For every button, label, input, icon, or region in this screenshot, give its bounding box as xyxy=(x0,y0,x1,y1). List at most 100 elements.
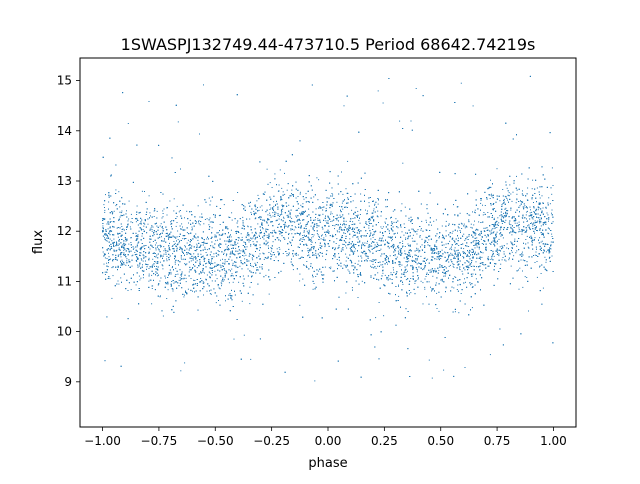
data-point xyxy=(331,195,333,197)
data-point xyxy=(171,281,173,282)
data-point xyxy=(472,211,473,213)
data-point xyxy=(283,217,285,219)
data-point xyxy=(535,251,537,253)
data-point xyxy=(510,227,512,229)
data-point xyxy=(399,251,401,253)
data-point xyxy=(160,256,161,258)
data-point xyxy=(406,259,408,260)
data-point xyxy=(345,241,347,243)
data-point xyxy=(109,278,111,280)
data-point xyxy=(552,221,554,223)
data-point xyxy=(339,206,341,207)
data-point xyxy=(162,226,163,228)
data-point xyxy=(211,227,213,229)
data-point xyxy=(531,241,533,243)
data-point xyxy=(421,263,422,265)
data-point xyxy=(119,206,121,208)
data-point xyxy=(161,236,162,238)
data-point xyxy=(137,238,139,240)
data-point xyxy=(470,226,472,228)
data-point xyxy=(248,235,250,237)
data-point xyxy=(534,262,536,263)
data-point xyxy=(121,226,123,227)
data-point xyxy=(256,267,258,268)
data-point xyxy=(171,267,173,269)
data-point xyxy=(471,307,473,309)
data-point xyxy=(522,190,523,192)
data-point xyxy=(460,222,462,224)
data-point xyxy=(365,252,367,254)
data-point xyxy=(149,228,151,230)
data-point xyxy=(322,255,324,257)
data-point xyxy=(451,253,453,255)
data-point xyxy=(470,284,472,286)
data-point xyxy=(284,227,285,229)
data-point xyxy=(450,247,452,249)
data-point xyxy=(275,256,277,258)
data-point xyxy=(461,228,463,229)
data-point xyxy=(280,210,282,212)
data-point xyxy=(161,240,163,242)
data-point xyxy=(464,239,466,241)
data-point xyxy=(215,240,217,242)
data-point xyxy=(533,202,534,203)
data-point xyxy=(203,242,204,244)
data-point xyxy=(206,262,208,264)
data-point xyxy=(259,253,261,255)
data-point xyxy=(348,213,350,215)
data-point xyxy=(427,242,429,243)
data-point xyxy=(536,261,538,262)
data-point xyxy=(254,212,256,214)
data-point xyxy=(172,288,174,290)
data-point xyxy=(514,231,516,233)
data-point xyxy=(136,260,138,262)
data-point xyxy=(499,215,501,217)
data-point xyxy=(120,262,122,263)
data-point xyxy=(166,255,168,257)
data-point xyxy=(424,286,426,288)
data-point xyxy=(189,219,191,221)
data-point xyxy=(299,273,301,275)
data-point xyxy=(218,287,220,289)
data-point xyxy=(399,265,401,267)
data-point xyxy=(281,211,283,213)
data-point xyxy=(264,220,266,222)
data-point xyxy=(148,195,150,197)
data-point xyxy=(159,225,161,227)
data-point xyxy=(411,237,413,239)
data-point xyxy=(536,255,538,256)
data-point xyxy=(107,228,109,230)
data-point xyxy=(172,290,174,292)
data-point xyxy=(498,238,500,240)
data-point xyxy=(126,260,128,262)
data-point xyxy=(149,279,151,281)
data-point xyxy=(283,216,284,218)
data-point xyxy=(477,266,479,267)
data-point xyxy=(120,214,122,216)
data-point xyxy=(140,258,142,260)
data-point xyxy=(287,217,289,218)
data-point xyxy=(174,242,176,244)
data-point xyxy=(408,219,410,221)
data-point xyxy=(465,281,466,283)
data-point xyxy=(392,261,394,263)
data-point xyxy=(391,240,393,242)
data-point xyxy=(180,370,182,372)
data-point xyxy=(551,193,553,195)
data-point xyxy=(253,210,255,212)
data-point xyxy=(506,210,507,212)
data-point xyxy=(102,251,104,253)
data-point xyxy=(135,284,137,286)
data-point xyxy=(531,242,533,244)
data-point xyxy=(192,290,193,292)
data-point xyxy=(515,202,517,204)
data-point xyxy=(229,256,231,258)
data-point xyxy=(162,213,164,214)
data-point xyxy=(328,231,330,233)
data-point xyxy=(428,281,430,283)
data-point xyxy=(519,205,521,207)
data-point xyxy=(237,242,239,244)
data-point xyxy=(451,249,453,251)
data-point xyxy=(550,241,552,243)
data-point xyxy=(463,223,465,225)
